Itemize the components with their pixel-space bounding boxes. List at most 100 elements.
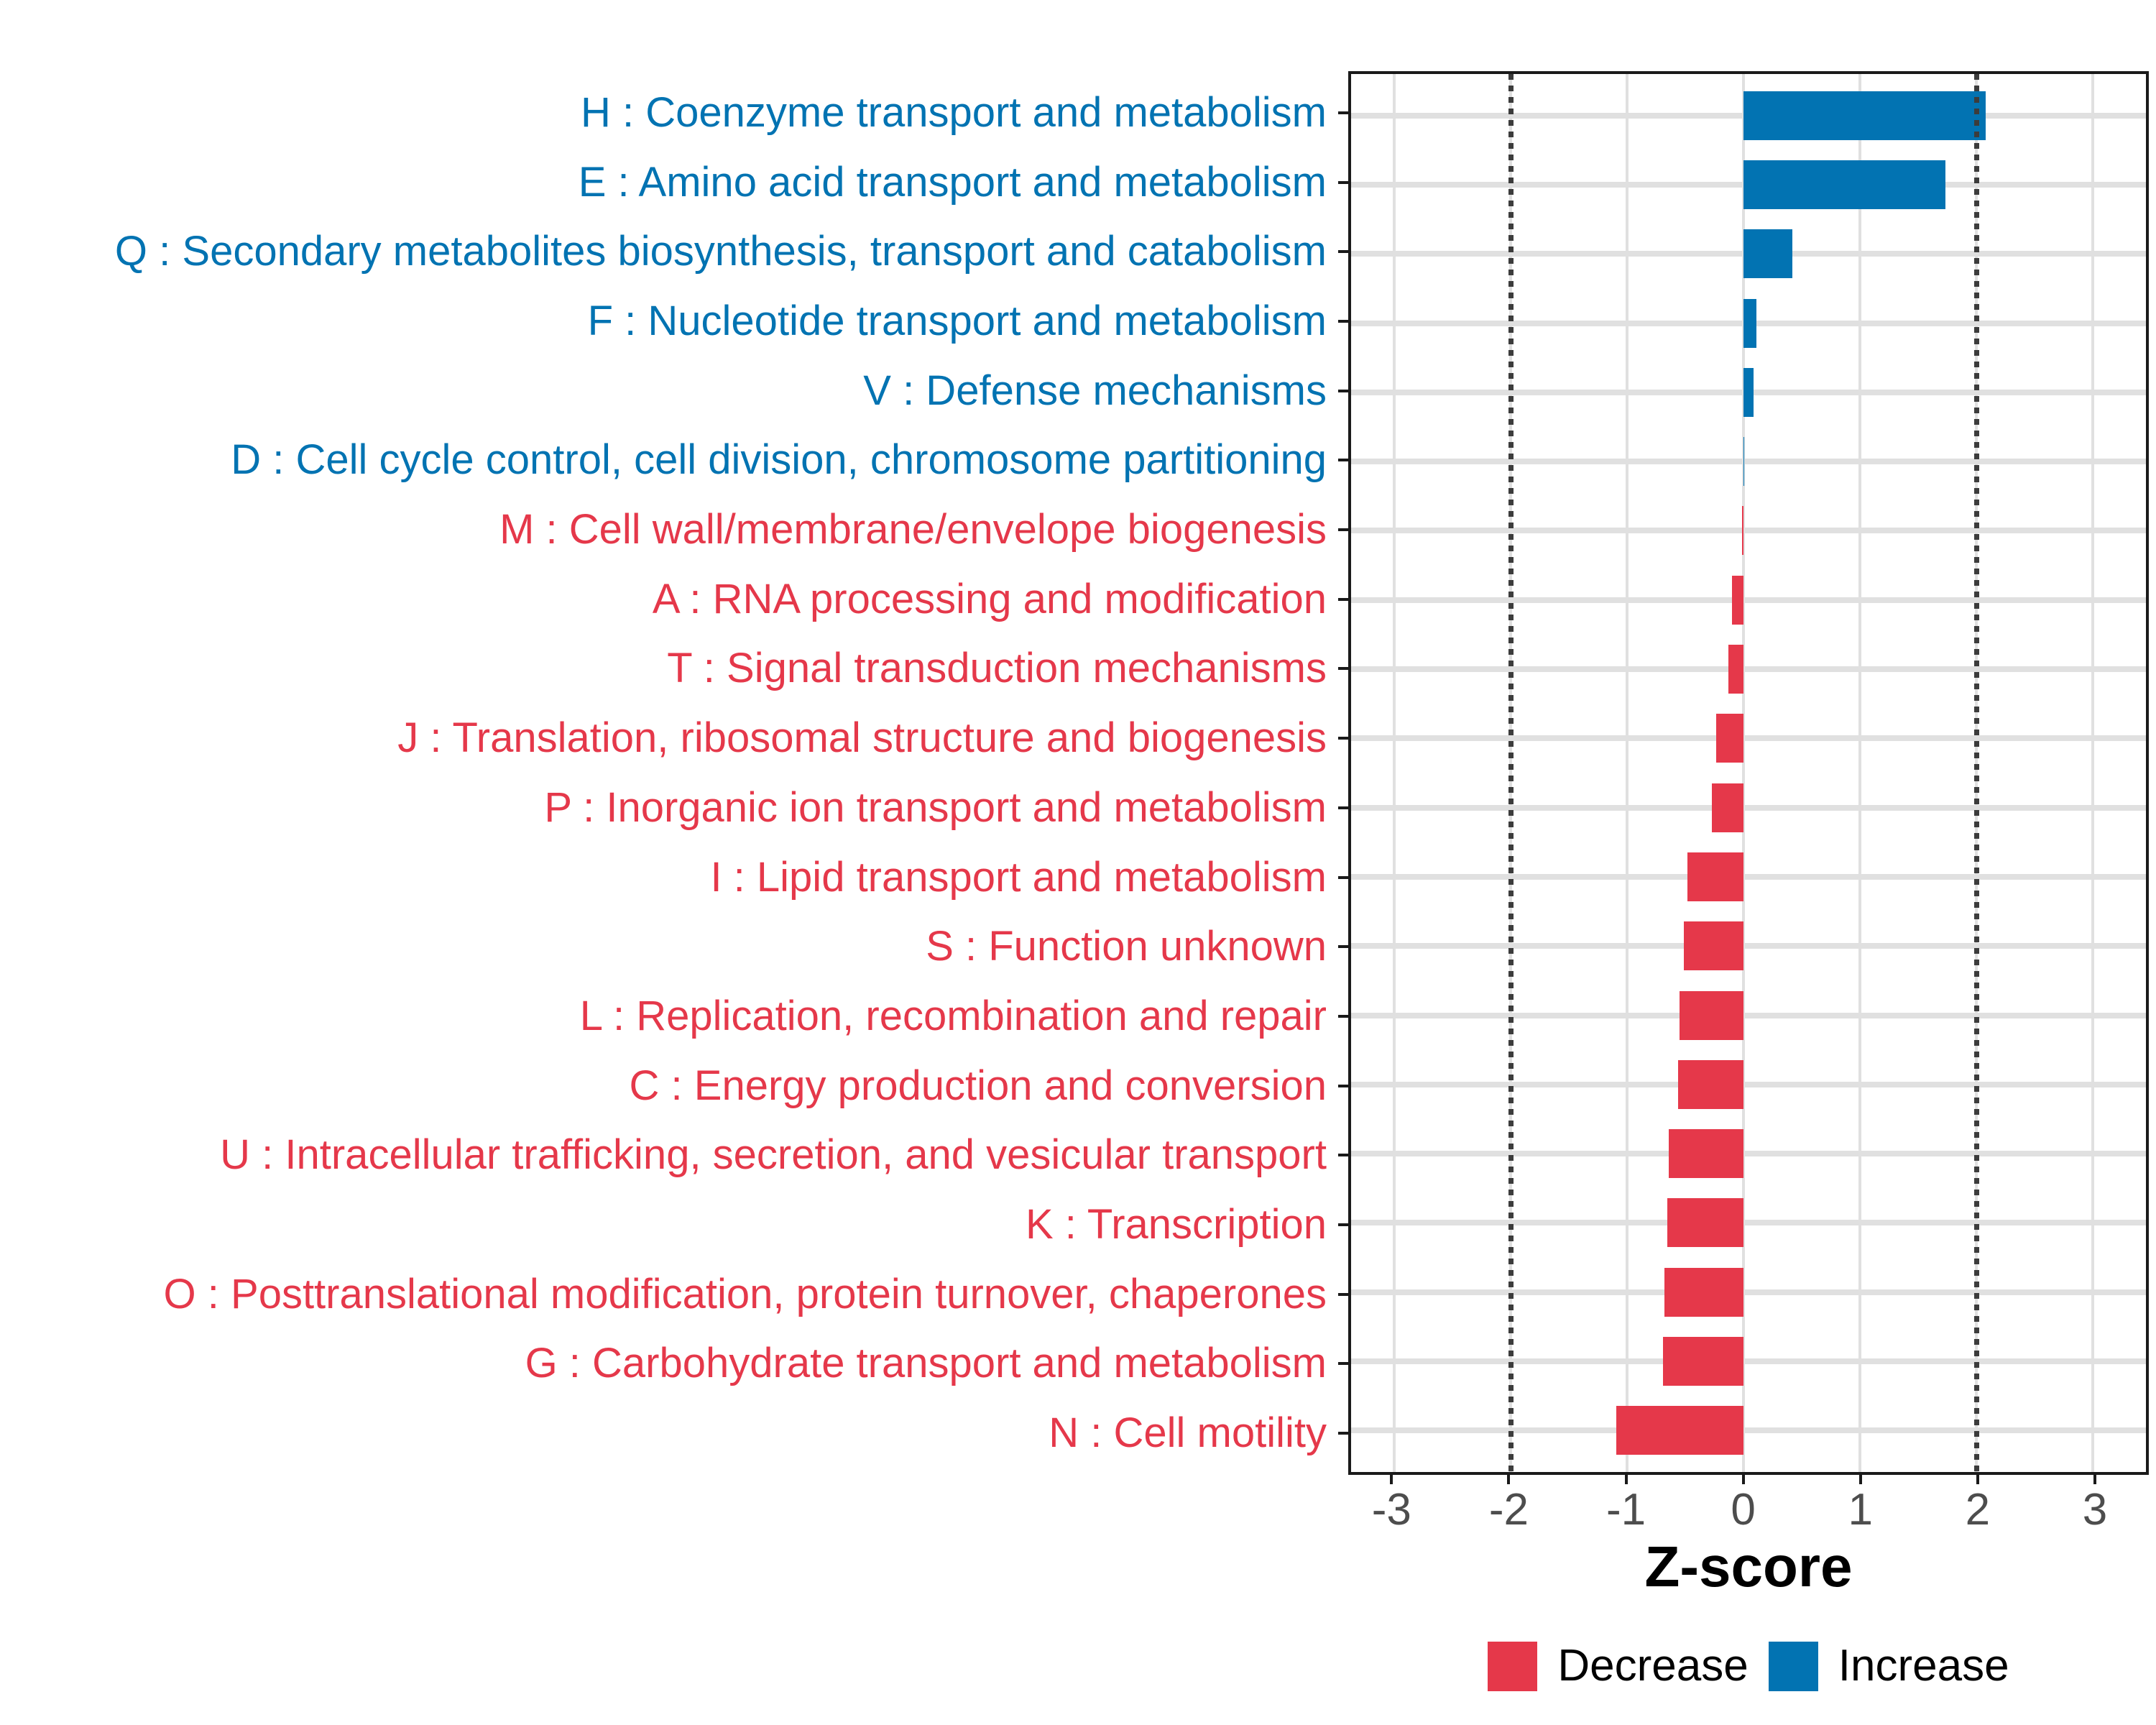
x-axis-tick: [1390, 1475, 1393, 1484]
y-axis-tick: [1338, 528, 1348, 532]
bar-J: [1716, 714, 1743, 763]
y-axis-label: U : Intracellular trafficking, secretion…: [220, 1131, 1327, 1179]
y-major-gridline: [1351, 873, 2146, 880]
bar-K: [1667, 1198, 1743, 1248]
bar-T: [1728, 645, 1743, 694]
y-axis-label: L : Replication, recombination and repai…: [579, 992, 1327, 1039]
x-axis-tick-label: 1: [1848, 1485, 1873, 1535]
y-axis-label: C : Energy production and conversion: [629, 1062, 1327, 1109]
y-axis-label: O : Posttranslational modification, prot…: [163, 1270, 1327, 1317]
bar-G: [1662, 1336, 1743, 1386]
x-axis-title: Z-score: [1644, 1535, 1853, 1598]
reference-line: [1973, 74, 1979, 1472]
x-major-gridline: [1858, 74, 1861, 1472]
x-axis-tick: [1858, 1475, 1862, 1484]
bar-N: [1616, 1406, 1743, 1455]
y-axis-label: G : Carbohydrate transport and metabolis…: [525, 1340, 1327, 1387]
x-major-gridline: [1625, 74, 1628, 1472]
y-axis-tick: [1338, 1431, 1348, 1435]
y-axis-label: A : RNA processing and modification: [652, 575, 1327, 622]
y-major-gridline: [1351, 1081, 2146, 1087]
y-axis-tick: [1338, 737, 1348, 740]
y-axis-label: K : Transcription: [1025, 1200, 1327, 1248]
legend: Decrease Increase: [1348, 1639, 2149, 1693]
bar-P: [1711, 783, 1743, 832]
x-axis-tick-label: 3: [2082, 1485, 2108, 1535]
y-axis-label: N : Cell motility: [1049, 1409, 1327, 1456]
y-axis-label: F : Nucleotide transport and metabolism: [587, 298, 1327, 345]
y-axis-label: S : Function unknown: [926, 923, 1327, 970]
bar-S: [1684, 921, 1743, 971]
x-axis-tick-label: 0: [1731, 1485, 1756, 1535]
bar-I: [1687, 852, 1743, 901]
y-major-gridline: [1351, 528, 2146, 534]
y-axis-label: Q : Secondary metabolites biosynthesis, …: [114, 228, 1327, 275]
x-axis-tick: [1624, 1475, 1628, 1484]
x-axis-tick: [1976, 1475, 1979, 1484]
y-axis-tick: [1338, 389, 1348, 392]
y-axis-tick: [1338, 597, 1348, 601]
legend-label: Increase: [1838, 1641, 2009, 1690]
y-axis-tick: [1338, 1292, 1348, 1296]
bar-U: [1669, 1129, 1743, 1179]
y-axis-label: M : Cell wall/membrane/envelope biogenes…: [499, 506, 1327, 553]
y-major-gridline: [1351, 1289, 2146, 1295]
y-axis-tick: [1338, 1154, 1348, 1157]
bar-A: [1731, 575, 1743, 625]
x-major-gridline: [1741, 74, 1745, 1472]
y-major-gridline: [1351, 459, 2146, 465]
y-major-gridline: [1351, 597, 2146, 603]
bar-C: [1678, 1059, 1743, 1109]
y-axis-label: E : Amino acid transport and metabolism: [578, 158, 1327, 206]
bar-E: [1743, 160, 1946, 210]
y-axis-tick: [1338, 1362, 1348, 1366]
plot-panel: [1348, 71, 2149, 1475]
legend-swatch-increase: [1768, 1641, 1818, 1691]
x-axis-tick-label: 2: [1965, 1485, 1991, 1535]
y-major-gridline: [1351, 1151, 2146, 1157]
y-axis-tick: [1338, 1084, 1348, 1087]
bar-H: [1743, 91, 1986, 140]
bar-O: [1664, 1267, 1743, 1317]
y-axis-label: P : Inorganic ion transport and metaboli…: [544, 783, 1327, 831]
y-major-gridline: [1351, 1358, 2146, 1364]
x-axis-ticks: [1348, 1475, 2149, 1484]
x-axis-tick: [1507, 1475, 1511, 1484]
y-major-gridline: [1351, 1427, 2146, 1434]
x-axis-tick: [2093, 1475, 2096, 1484]
y-axis-tick: [1338, 459, 1348, 462]
y-axis-tick: [1338, 667, 1348, 671]
y-axis-tick: [1338, 111, 1348, 114]
y-major-gridline: [1351, 1220, 2146, 1226]
y-axis-tick: [1338, 180, 1348, 184]
y-axis-tick: [1338, 806, 1348, 809]
x-major-gridline: [1392, 74, 1396, 1472]
reference-line: [1508, 74, 1514, 1472]
y-axis-tick: [1338, 1223, 1348, 1226]
y-axis-label: T : Signal transduction mechanisms: [667, 645, 1327, 692]
y-major-gridline: [1351, 804, 2146, 811]
y-axis-label: V : Defense mechanisms: [863, 367, 1327, 414]
x-axis-tick: [1741, 1475, 1745, 1484]
y-major-gridline: [1351, 735, 2146, 742]
y-axis-label: H : Coenzyme transport and metabolism: [581, 89, 1327, 136]
x-axis-tick-label: -1: [1606, 1485, 1646, 1535]
x-axis-tick-label: -2: [1488, 1485, 1529, 1535]
bar-Q: [1743, 229, 1792, 279]
legend-label: Decrease: [1557, 1641, 1749, 1690]
bar-D: [1743, 437, 1745, 487]
y-axis-label: I : Lipid transport and metabolism: [710, 853, 1327, 901]
y-major-gridline: [1351, 1012, 2146, 1018]
bar-L: [1679, 990, 1743, 1040]
y-major-gridline: [1351, 666, 2146, 673]
legend-item-decrease: Decrease: [1488, 1641, 1749, 1691]
bar-V: [1743, 367, 1754, 417]
bar-M: [1742, 506, 1743, 556]
x-major-gridline: [2091, 74, 2094, 1472]
y-axis-label: D : Cell cycle control, cell division, c…: [231, 436, 1327, 484]
y-axis-tick: [1338, 320, 1348, 323]
bar-F: [1743, 298, 1756, 348]
legend-item-increase: Increase: [1768, 1641, 2009, 1691]
y-axis-label: J : Translation, ribosomal structure and…: [397, 714, 1327, 762]
legend-swatch-decrease: [1488, 1641, 1538, 1691]
